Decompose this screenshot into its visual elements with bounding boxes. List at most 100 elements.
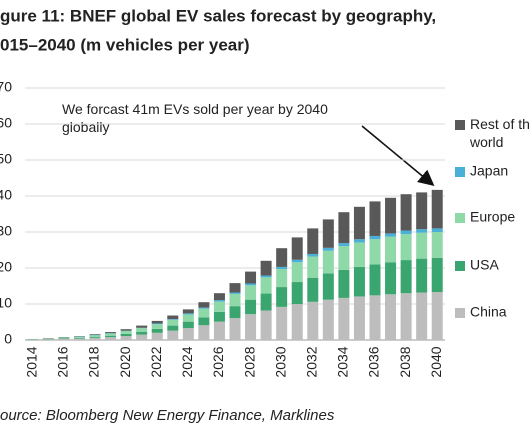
bar-segment (416, 258, 428, 293)
bar-segment (229, 293, 241, 307)
bar-segment (369, 264, 381, 296)
bar-segment (42, 339, 54, 340)
bar-segment (322, 247, 334, 251)
bar-segment (151, 323, 163, 325)
legend-label: Japan (470, 163, 508, 179)
legend-swatch (455, 120, 465, 130)
bar-segment (276, 269, 288, 288)
bar-segment (353, 266, 365, 297)
bar-segment (338, 297, 350, 340)
bar-segment (338, 269, 350, 298)
bar-segment (229, 283, 241, 293)
bar-segment (431, 228, 443, 232)
bar-segment (307, 277, 319, 302)
bar-segment (416, 232, 428, 259)
bar-segment (400, 194, 412, 231)
bar-segment (182, 328, 194, 340)
bar-segment (136, 331, 148, 335)
x-tick-label: 2034 (335, 346, 351, 377)
bar-segment (400, 230, 412, 235)
y-tick-label: 40 (0, 187, 12, 203)
bar-segment (167, 319, 179, 326)
y-tick-label: 60 (0, 115, 12, 131)
annotation: We forcast 41m EVs sold per year by 2040… (62, 101, 328, 135)
bar-segment (73, 338, 85, 340)
bar-segment (136, 334, 148, 340)
bar-segment (431, 189, 443, 229)
x-tick-label: 2014 (23, 346, 39, 377)
bar-segment (151, 332, 163, 340)
annotation-arrow (361, 125, 435, 187)
y-tick-label: 0 (4, 331, 12, 347)
bar-segment (105, 335, 117, 338)
bar-segment (385, 233, 397, 237)
bar-segment (260, 277, 272, 294)
x-tick-label: 2040 (428, 346, 444, 377)
bar-segment (182, 309, 194, 314)
bar-segment (353, 242, 365, 267)
bar-segment (307, 256, 319, 278)
bar-segment (431, 257, 443, 293)
bar-segment (136, 328, 148, 332)
bar-segment (73, 336, 85, 338)
bar-segment (385, 262, 397, 295)
bar-segment (58, 337, 70, 339)
bar-segment (167, 315, 179, 320)
bar-segment (182, 313, 194, 315)
bar-segment (198, 317, 210, 326)
bar-segment (338, 246, 350, 270)
x-tick-label: 2020 (117, 346, 133, 377)
bar-segment (167, 330, 179, 340)
bar-segment (229, 292, 241, 294)
bar-segment (89, 336, 101, 338)
bar-segment (136, 325, 148, 328)
bar-segment (198, 302, 210, 308)
bar-segment (322, 219, 334, 248)
x-tick-label: 2026 (210, 346, 226, 377)
bar-segment (416, 192, 428, 230)
bar-segment (291, 262, 303, 283)
bar-segment (400, 234, 412, 261)
bar-segment (245, 285, 257, 300)
bar-segment (291, 237, 303, 260)
bar-segment (182, 321, 194, 329)
bar-segment (213, 311, 225, 322)
x-tick-label: 2030 (272, 346, 288, 377)
legend-label: China (470, 304, 507, 320)
x-tick-label: 2016 (55, 346, 71, 377)
legend-swatch (455, 167, 465, 177)
bar-segment (307, 301, 319, 340)
y-tick-label: 20 (0, 259, 12, 275)
bar-segment (120, 329, 132, 331)
y-tick-label: 10 (0, 295, 12, 311)
bar-segment (400, 293, 412, 340)
bar-segment (245, 314, 257, 340)
x-tick-label: 2024 (179, 346, 195, 377)
legend-label: Rest of the world (469, 116, 530, 150)
bar-segment (338, 243, 350, 247)
bar-segment (198, 308, 210, 318)
x-tick-label: 2028 (241, 346, 257, 377)
bar-segment (322, 250, 334, 274)
bar-segment (245, 299, 257, 315)
bar-segment (198, 307, 210, 309)
bar-segment (213, 300, 225, 302)
x-tick-label: 2018 (86, 346, 102, 377)
bar-segment (229, 306, 241, 319)
bar-segment (353, 296, 365, 340)
bar-segment (307, 228, 319, 254)
bar-segment (151, 328, 163, 333)
chart-subtitle: 015–2040 (m vehicles per year) (0, 35, 250, 54)
bar-segment (369, 239, 381, 265)
legend-swatch (455, 213, 465, 223)
legend-label: USA (470, 257, 499, 273)
bar-segment (385, 197, 397, 234)
bar-segment (73, 337, 85, 339)
bar-segment (369, 235, 381, 240)
source: ource: Bloomberg New Energy Finance, Mar… (0, 407, 335, 424)
bar-segment (120, 333, 132, 337)
bar-segment (291, 304, 303, 340)
legend-line: world (469, 134, 503, 150)
bar-segment (182, 314, 194, 322)
